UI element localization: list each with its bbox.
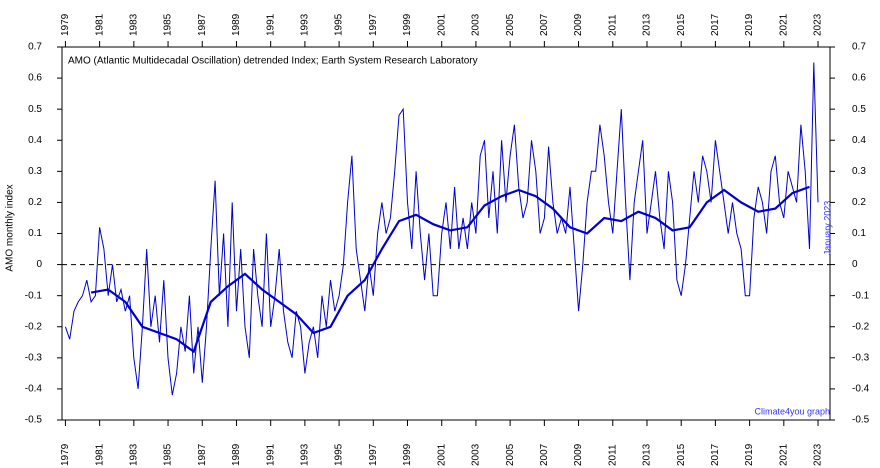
x-top-tick-label: 2009	[573, 13, 584, 36]
x-top-tick-label: 2023	[813, 13, 824, 36]
x-top-tick-label: 2005	[505, 13, 516, 36]
x-tick-label: 2001	[436, 443, 447, 466]
x-top-tick-label: 2007	[539, 13, 550, 36]
x-tick-label: 2015	[676, 443, 687, 466]
x-tick-label: 1995	[334, 443, 345, 466]
x-top-tick-label: 1989	[231, 13, 242, 36]
x-top-tick-label: 1981	[94, 13, 105, 36]
x-tick-label: 2019	[744, 443, 755, 466]
x-top-tick-label: 1993	[300, 13, 311, 36]
y2-tick-label: 0.5	[852, 104, 866, 115]
y2-tick-label: -0.4	[852, 384, 870, 395]
x-top-tick-label: 2001	[436, 13, 447, 36]
x-tick-label: 1987	[197, 443, 208, 466]
x-tick-label: 2017	[710, 443, 721, 466]
x-top-tick-label: 1987	[197, 13, 208, 36]
y-tick-label: -0.1	[25, 290, 43, 301]
x-top-tick-label: 2015	[676, 13, 687, 36]
x-top-tick-label: 1999	[402, 13, 413, 36]
y-tick-label: 0.2	[28, 197, 42, 208]
x-tick-label: 1981	[94, 443, 105, 466]
x-tick-label: 1983	[128, 443, 139, 466]
y-tick-label: 0	[36, 259, 42, 270]
x-top-tick-label: 1995	[334, 13, 345, 36]
x-top-tick-label: 2019	[744, 13, 755, 36]
chart-title: AMO (Atlantic Multidecadal Oscillation) …	[68, 56, 478, 67]
y2-tick-label: -0.3	[852, 352, 870, 363]
x-tick-label: 1985	[163, 443, 174, 466]
x-tick-label: 2023	[813, 443, 824, 466]
y-tick-label: 0.6	[28, 73, 42, 84]
y2-tick-label: 0.6	[852, 73, 866, 84]
y-tick-label: -0.5	[25, 415, 43, 426]
x-top-tick-label: 2003	[471, 13, 482, 36]
x-top-tick-label: 2017	[710, 13, 721, 36]
x-top-tick-label: 2011	[607, 14, 618, 36]
x-tick-label: 2009	[573, 443, 584, 466]
x-tick-label: 1999	[402, 443, 413, 466]
y2-tick-label: 0.3	[852, 166, 866, 177]
date-annotation: January 2023	[822, 201, 832, 256]
y2-tick-label: -0.1	[852, 290, 870, 301]
series-line	[64, 62, 819, 396]
x-top-tick-label: 2021	[778, 13, 789, 36]
y-tick-label: 0.5	[28, 104, 42, 115]
x-top-tick-label: 1983	[128, 13, 139, 36]
y-tick-label: 0.7	[28, 42, 42, 53]
x-top-tick-label: 1979	[60, 13, 71, 36]
y2-tick-label: 0	[852, 259, 858, 270]
x-tick-label: 1991	[265, 443, 276, 466]
y2-tick-label: 0.7	[852, 42, 866, 53]
x-tick-label: 2007	[539, 443, 550, 466]
y-tick-label: -0.2	[25, 321, 43, 332]
y-tick-label: 0.4	[28, 135, 42, 146]
y-tick-label: 0.1	[28, 228, 42, 239]
y-axis-label: AMO monthly index	[5, 184, 16, 271]
y2-tick-label: 0.2	[852, 197, 866, 208]
y2-tick-label: 0.1	[852, 228, 866, 239]
x-tick-label: 1993	[300, 443, 311, 466]
x-tick-label: 2005	[505, 443, 516, 466]
y2-tick-label: -0.5	[852, 415, 870, 426]
x-top-tick-label: 1991	[265, 13, 276, 36]
y2-tick-label: -0.2	[852, 321, 870, 332]
y-tick-label: 0.3	[28, 166, 42, 177]
y2-tick-label: 0.4	[852, 135, 866, 146]
x-tick-label: 2011	[607, 444, 618, 466]
x-top-tick-label: 1985	[163, 13, 174, 36]
y-tick-label: -0.4	[25, 384, 43, 395]
x-tick-label: 2013	[642, 443, 653, 466]
y-tick-label: -0.3	[25, 352, 43, 363]
x-tick-label: 1997	[368, 443, 379, 466]
x-top-tick-label: 1997	[368, 13, 379, 36]
series-line	[90, 185, 810, 354]
x-tick-label: 1979	[60, 443, 71, 466]
x-tick-label: 2003	[471, 443, 482, 466]
x-tick-label: 2021	[778, 443, 789, 466]
x-tick-label: 1989	[231, 443, 242, 466]
x-top-tick-label: 2013	[642, 13, 653, 36]
credit: Climate4you graph	[754, 406, 830, 416]
